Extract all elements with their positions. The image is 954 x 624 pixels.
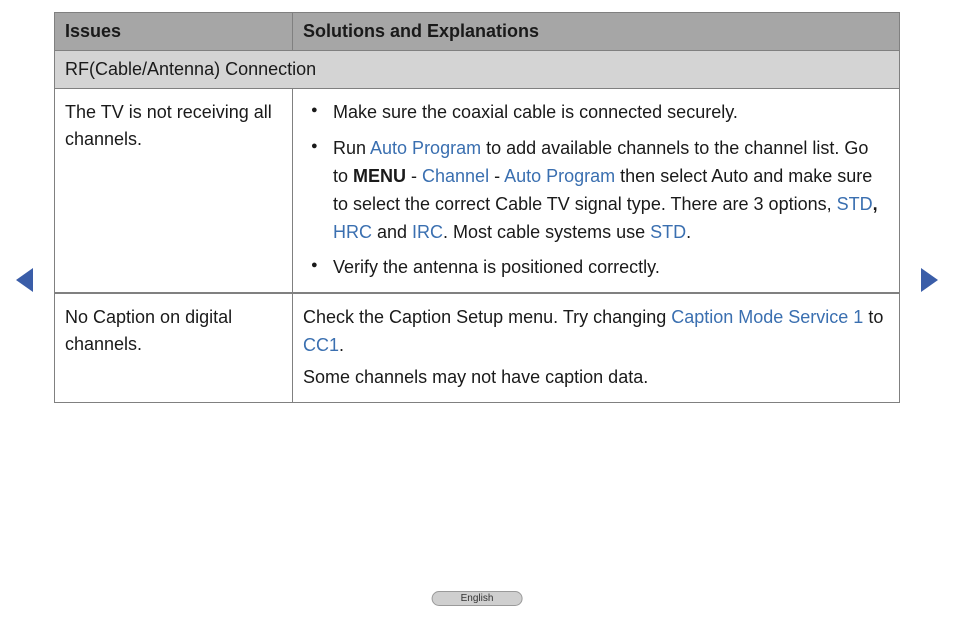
styled-text: STD <box>650 222 686 242</box>
solution-cell: Check the Caption Setup menu. Try changi… <box>293 294 899 402</box>
troubleshooting-table: Issues Solutions and Explanations RF(Cab… <box>54 12 900 403</box>
table-row: The TV is not receiving all channels. Ma… <box>55 88 899 293</box>
header-solutions: Solutions and Explanations <box>293 13 899 50</box>
styled-text: Channel <box>422 166 489 186</box>
issue-cell: No Caption on digital channels. <box>55 294 293 402</box>
styled-text: Auto Program <box>504 166 615 186</box>
page-container: Issues Solutions and Explanations RF(Cab… <box>0 0 954 624</box>
solution-cell: Make sure the coaxial cable is connected… <box>293 89 899 292</box>
issue-cell: The TV is not receiving all channels. <box>55 89 293 292</box>
table-row: No Caption on digital channels. Check th… <box>55 293 899 403</box>
language-badge: English <box>432 591 523 606</box>
styled-text: Auto Program <box>370 138 481 158</box>
styled-text: STD <box>837 194 873 214</box>
table-header-row: Issues Solutions and Explanations <box>55 13 899 50</box>
bullet-item: Make sure the coaxial cable is connected… <box>293 99 887 127</box>
header-issues: Issues <box>55 13 293 50</box>
styled-text: CC1 <box>303 335 339 355</box>
styled-text: , <box>873 194 878 214</box>
styled-text: Caption Mode Service 1 <box>671 307 863 327</box>
prev-page-arrow[interactable] <box>16 268 33 292</box>
styled-text: IRC <box>412 222 443 242</box>
solution-paragraph: Some channels may not have caption data. <box>303 364 887 392</box>
solution-paragraph: Check the Caption Setup menu. Try changi… <box>303 304 887 360</box>
styled-text: MENU <box>353 166 406 186</box>
bullet-item: Verify the antenna is positioned correct… <box>293 254 887 282</box>
bullet-item: Run Auto Program to add available channe… <box>293 135 887 247</box>
bullet-list: Make sure the coaxial cable is connected… <box>293 99 887 282</box>
section-title: RF(Cable/Antenna) Connection <box>55 50 899 88</box>
solution-paragraphs: Check the Caption Setup menu. Try changi… <box>293 304 887 392</box>
styled-text: HRC <box>333 222 372 242</box>
next-page-arrow[interactable] <box>921 268 938 292</box>
